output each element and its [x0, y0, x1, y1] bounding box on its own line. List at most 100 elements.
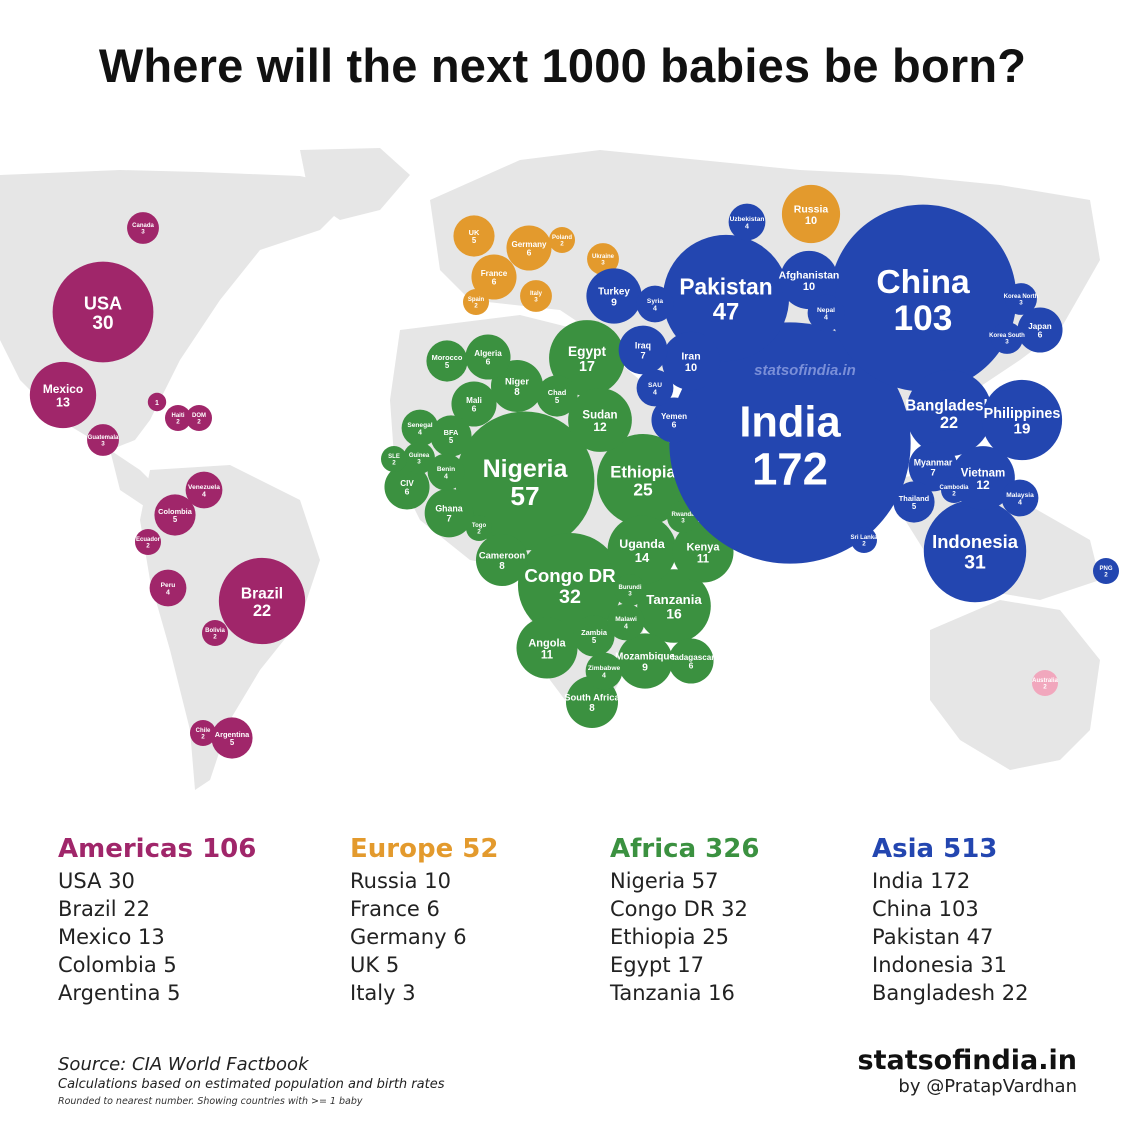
- bubble-label-senegal: Senegal: [407, 422, 432, 429]
- bubble-label-malaysia: Malaysia: [1006, 492, 1034, 499]
- bubble-label-korea-north: Korea North: [1004, 294, 1039, 300]
- bubble-label-yemen: Yemen: [661, 412, 687, 421]
- bubble-value-afghanistan: 10: [803, 281, 815, 293]
- bubble-value-sle: 2: [392, 460, 396, 467]
- bubble-value-sau: 4: [653, 389, 657, 396]
- bubble-value-rwanda: 3: [681, 518, 685, 525]
- bubble-zambia: [573, 615, 615, 657]
- asia-row: Pakistan 47: [872, 925, 994, 949]
- bubble-value-nepal: 4: [824, 314, 828, 321]
- bubble-label-nigeria: Nigeria: [483, 455, 569, 483]
- bubble-value-venezuela: 4: [202, 491, 206, 498]
- bubble-value-burundi: 3: [628, 591, 632, 598]
- americas-row: Colombia 5: [58, 953, 177, 977]
- bubble-label-bfa: BFA: [444, 428, 459, 437]
- bubble-value-russia: 10: [805, 215, 817, 227]
- bubble-label-france: France: [481, 269, 508, 278]
- bubble-value-myanmar: 7: [930, 467, 935, 477]
- bubble-russia: [781, 184, 841, 244]
- bubble-value-brazil: 22: [253, 602, 271, 620]
- bubble-value-japan: 6: [1038, 330, 1043, 340]
- bubble-label-rwanda: Rwanda: [671, 512, 695, 518]
- bubble-label-indonesia: Indonesia: [932, 531, 1019, 552]
- bubble-label-bangladesh: Bangladesh: [905, 398, 993, 415]
- bubble-bolivia: [201, 619, 229, 647]
- americas-row: USA 30: [58, 869, 135, 893]
- bubble-label-korea-south: Korea South: [989, 333, 1025, 339]
- bubble-tanzania: [637, 569, 711, 643]
- bubble-label-syria: Syria: [647, 298, 663, 305]
- bubble-spain: [462, 288, 490, 316]
- bubble-ethiopia: [597, 434, 689, 526]
- bubble-guinea: [403, 442, 435, 474]
- bubble-value-france: 6: [492, 277, 497, 287]
- bubble-label-usa: USA: [84, 293, 122, 313]
- bubble-uzbekistan: [728, 203, 766, 241]
- bubble-value-guatemala: 3: [101, 441, 105, 448]
- bubble-brazil: [218, 557, 306, 645]
- bubble-label-cambodia: Cambodia: [939, 485, 969, 491]
- bubble-value-usa: 30: [92, 313, 113, 334]
- americas-heading: Americas 106: [58, 834, 257, 864]
- bubble-label-japan: Japan: [1028, 322, 1051, 331]
- bubble-china: [829, 204, 1017, 392]
- bubble-label-mozambique: Mozambique: [615, 652, 675, 663]
- bubble-label-argentina: Argentina: [215, 730, 250, 739]
- africa-row: Egypt 17: [610, 953, 704, 977]
- bubble-label-mexico: Mexico: [43, 382, 83, 396]
- bubble-label-guatemala: Guatemala: [88, 435, 119, 441]
- bubble-label-myanmar: Myanmar: [914, 458, 953, 468]
- bubble-value-poland: 2: [560, 241, 564, 248]
- bubble-value-ukraine: 3: [601, 260, 605, 267]
- europe-row: UK 5: [350, 953, 400, 977]
- bubble-argentina: [211, 717, 253, 759]
- bubble-label-zambia: Zambia: [581, 628, 608, 637]
- africa-heading: Africa 326: [610, 834, 760, 864]
- bubble-value-peru: 4: [166, 589, 170, 596]
- bubble-korea-north: [1005, 283, 1037, 315]
- bubble-label-bolivia: Bolivia: [205, 628, 225, 634]
- bubble-guatemala: [87, 424, 119, 456]
- americas-column: Americas 106 USA 30 Brazil 22 Mexico 13 …: [58, 834, 308, 1007]
- bubble-value-philippines: 19: [1014, 421, 1031, 438]
- bubble-usa: [52, 261, 154, 363]
- bubble-zimbabwe: [585, 652, 623, 690]
- bubble-label-civ: CIV: [400, 479, 414, 488]
- africa-row: Ethiopia 25: [610, 925, 729, 949]
- africa-column: Africa 326 Nigeria 57 Congo DR 32 Ethiop…: [610, 834, 860, 1007]
- bubble-nepal: [807, 294, 845, 332]
- bubble-value-yemen: 6: [672, 420, 677, 430]
- bubble-value-algeria: 6: [486, 357, 491, 367]
- bubble-sau: [636, 369, 674, 407]
- bubble-label-vietnam: Vietnam: [961, 467, 1006, 479]
- bubble-sudan: [568, 388, 632, 452]
- bubble-ghana: [424, 488, 474, 538]
- bubble-label-poland: Poland: [552, 235, 572, 241]
- bubble-cameroon: [475, 533, 529, 587]
- bubble-turkey: [586, 268, 642, 324]
- bubble-pakistan: [662, 234, 790, 362]
- americas-row: Argentina 5: [58, 981, 181, 1005]
- bubble-algeria: [465, 334, 511, 380]
- bubble-haiti: [164, 404, 192, 432]
- bubble-value-zimbabwe: 4: [602, 672, 606, 679]
- bubble-label-dom: DOM: [192, 413, 206, 419]
- bubble-label-haiti: Haiti: [171, 413, 184, 419]
- bubble-label-afghanistan: Afghanistan: [779, 269, 840, 281]
- bubble-value-korea-north: 3: [1019, 300, 1023, 307]
- bubble-value-egypt: 17: [579, 359, 595, 375]
- bubble-label-malawi: Malawi: [615, 616, 637, 623]
- bubble-label-nepal: Nepal: [817, 307, 835, 314]
- bubble-nigeria: [455, 411, 595, 551]
- bubble-label-kenya: Kenya: [686, 541, 720, 553]
- bubble-malaysia: [1001, 479, 1039, 517]
- bubble-value-cameroon: 8: [499, 561, 505, 572]
- bubble-label-pakistan: Pakistan: [679, 274, 772, 300]
- bubble-peru: [149, 569, 187, 607]
- europe-row: Russia 10: [350, 869, 451, 893]
- calculation-note: Calculations based on estimated populati…: [58, 1077, 445, 1092]
- bubble-value-bangladesh: 22: [940, 414, 958, 432]
- bubble-value-uzbekistan: 4: [745, 223, 749, 230]
- bubble-label-india: India: [739, 398, 841, 446]
